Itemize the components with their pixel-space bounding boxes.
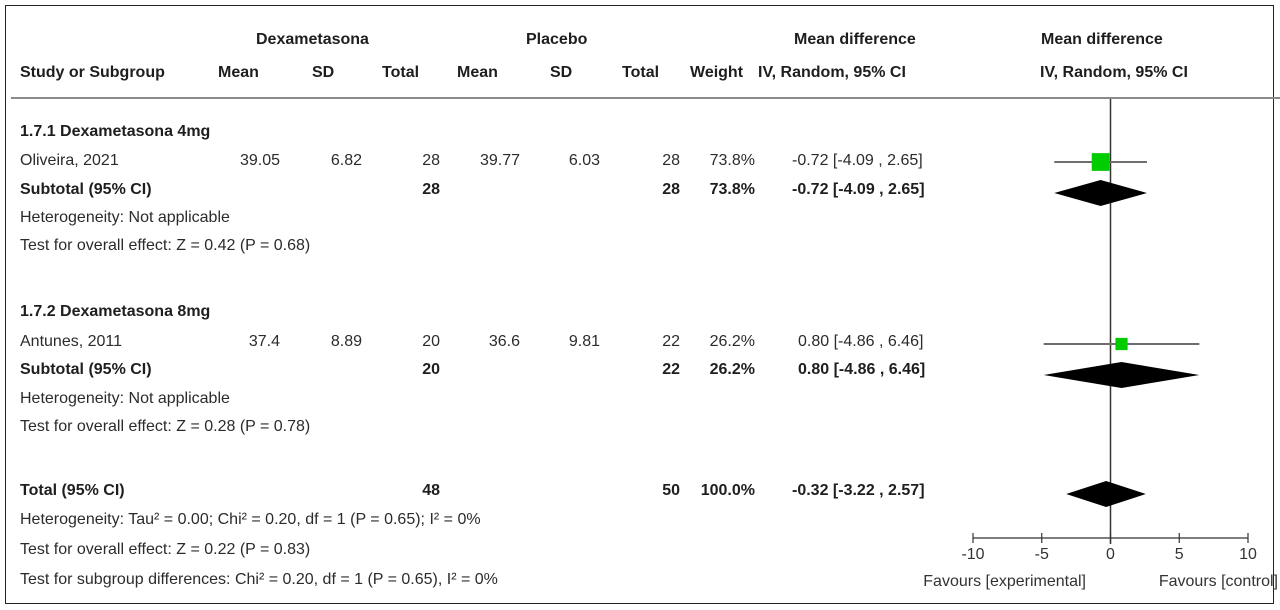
study-row-sd-exp: 6.82 [330, 152, 362, 169]
header-study: Study or Subgroup [20, 64, 165, 81]
subtotal2-total-exp: 20 [422, 361, 440, 378]
study-row-name: Antunes, 2011 [20, 333, 123, 350]
subtotal1-total-ctrl: 28 [662, 181, 680, 198]
subtotal1-ci: -0.72 [-4.09 , 2.65] [792, 181, 925, 198]
study-row-total-ctrl: 28 [662, 152, 680, 169]
header-weight: Weight [690, 64, 744, 81]
subgroup1-title: 1.7.1 Dexametasona 4mg [20, 123, 211, 140]
x-tick-label: -10 [961, 546, 984, 563]
header-method-plot: IV, Random, 95% CI [1040, 64, 1188, 81]
pooled-diamond [1066, 481, 1146, 507]
subtotal2-label: Subtotal (95% CI) [20, 361, 152, 378]
study-row-name: Oliveira, 2021 [20, 152, 119, 169]
favours-right-label: Favours [control] [1159, 573, 1278, 590]
header-sd-exp: SD [312, 64, 335, 81]
study-row-sd-ctrl: 9.81 [568, 333, 600, 350]
study-row-total-exp: 20 [422, 333, 440, 350]
total-weight: 100.0% [700, 482, 755, 499]
header-mean-difference-plot: Mean difference [1041, 31, 1163, 48]
header-method: IV, Random, 95% CI [758, 64, 906, 81]
subgroup2-heterogeneity: Heterogeneity: Not applicable [20, 390, 230, 407]
study-row-mean-ctrl: 36.6 [488, 333, 520, 350]
study-row-mean-ctrl: 39.77 [479, 152, 520, 169]
subgroup2-overall-effect: Test for overall effect: Z = 0.28 (P = 0… [20, 418, 311, 435]
subtotal1-weight: 73.8% [709, 181, 755, 198]
x-tick-label: 5 [1175, 546, 1184, 563]
header-total-ctrl: Total [622, 64, 660, 81]
subgroup-differences: Test for subgroup differences: Chi² = 0.… [20, 571, 498, 588]
study-row-total-ctrl: 22 [662, 333, 680, 350]
study-row-sd-ctrl: 6.03 [568, 152, 600, 169]
figure-frame [5, 5, 1274, 604]
subtotal2-ci: 0.80 [-4.86 , 6.46] [798, 361, 926, 378]
total-total-exp: 48 [422, 482, 440, 499]
header-group-control: Placebo [526, 31, 588, 48]
x-tick-label: -5 [1035, 546, 1049, 563]
study-row-ci: -0.72 [-4.09 , 2.65] [792, 152, 923, 169]
study-row-mean-exp: 37.4 [248, 333, 280, 350]
subtotal1-label: Subtotal (95% CI) [20, 181, 152, 198]
header-mean-difference: Mean difference [794, 31, 916, 48]
header-mean-exp: Mean [218, 64, 259, 81]
study-row-weight: 26.2% [709, 333, 755, 350]
study-row-weight: 73.8% [709, 152, 755, 169]
subtotal2-weight: 26.2% [709, 361, 755, 378]
study-row-mean-exp: 39.05 [239, 152, 280, 169]
total-overall-effect: Test for overall effect: Z = 0.22 (P = 0… [20, 541, 311, 558]
subgroup2-title: 1.7.2 Dexametasona 8mg [20, 303, 211, 320]
pooled-diamond [1043, 362, 1200, 388]
study-point-marker [1115, 337, 1128, 351]
study-point-marker [1091, 153, 1110, 171]
header-group-experimental: Dexametasona [256, 31, 369, 48]
header-mean-ctrl: Mean [457, 64, 498, 81]
favours-left-label: Favours [experimental] [923, 573, 1086, 590]
subtotal1-total-exp: 28 [422, 181, 440, 198]
total-ci: -0.32 [-3.22 , 2.57] [792, 482, 925, 499]
pooled-diamond [1054, 180, 1147, 206]
x-tick-label: 10 [1239, 546, 1257, 563]
subtotal2-total-ctrl: 22 [662, 361, 680, 378]
x-tick-label: 0 [1106, 546, 1115, 563]
header-total-exp: Total [382, 64, 420, 81]
study-row-sd-exp: 8.89 [330, 333, 362, 350]
header-rule [11, 97, 1280, 99]
total-heterogeneity: Heterogeneity: Tau² = 0.00; Chi² = 0.20,… [20, 511, 481, 528]
header-sd-ctrl: SD [550, 64, 573, 81]
total-total-ctrl: 50 [662, 482, 680, 499]
study-row-ci: 0.80 [-4.86 , 6.46] [798, 333, 924, 350]
subgroup1-overall-effect: Test for overall effect: Z = 0.42 (P = 0… [20, 237, 311, 254]
study-row-total-exp: 28 [422, 152, 440, 169]
total-label: Total (95% CI) [20, 482, 125, 499]
subgroup1-heterogeneity: Heterogeneity: Not applicable [20, 209, 230, 226]
